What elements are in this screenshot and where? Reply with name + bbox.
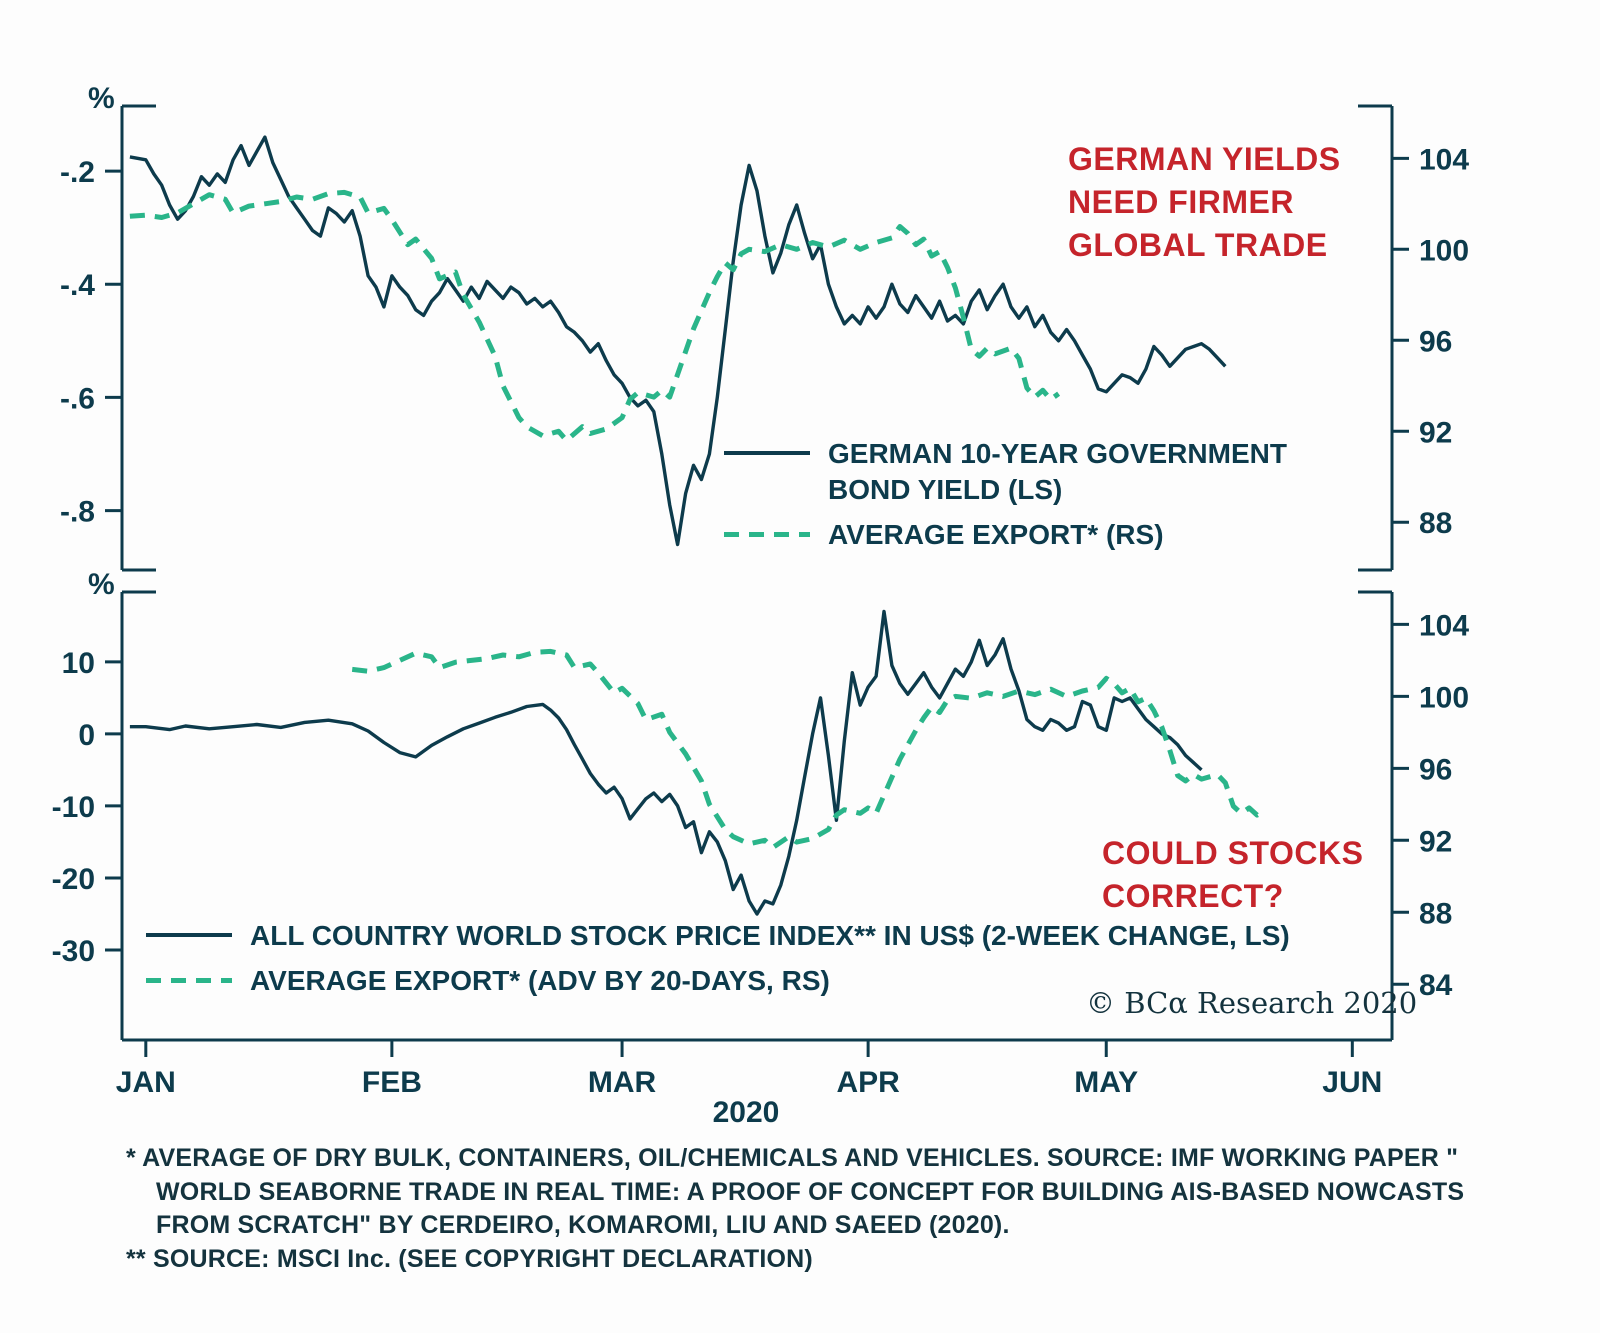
dashed-line-swatch [724, 531, 810, 537]
left-axis-tick-label: -30 [52, 935, 95, 968]
legend-item-stock-index: ALL COUNTRY WORLD STOCK PRICE INDEX** IN… [146, 918, 1290, 954]
bottom-panel-legend: ALL COUNTRY WORLD STOCK PRICE INDEX** IN… [146, 918, 1290, 999]
footnotes: * AVERAGE OF DRY BULK, CONTAINERS, OIL/C… [126, 1142, 1546, 1276]
left-axis-tick-label: -.6 [60, 382, 95, 415]
right-axis-tick-label: 96 [1419, 753, 1452, 786]
top-panel-unit-label: % [88, 82, 115, 115]
right-axis-tick-label: 84 [1419, 969, 1453, 1002]
left-axis-tick-label: -.4 [60, 269, 95, 302]
right-axis-tick-label: 100 [1419, 681, 1469, 714]
copyright-notice: © BCα Research 2020 [1086, 986, 1418, 1020]
left-axis-tick-label: 10 [62, 647, 95, 680]
right-axis-tick-label: 104 [1419, 609, 1469, 642]
legend-label: AVERAGE EXPORT* (ADV BY 20-DAYS, RS) [250, 964, 830, 996]
footnote-line-3: FROM SCRATCH" BY CERDEIRO, KOMAROMI, LIU… [156, 1211, 1010, 1239]
x-axis-month-label: JAN [116, 1066, 176, 1099]
left-axis-tick-label: -.8 [60, 496, 95, 529]
right-axis-tick-label: 88 [1419, 507, 1452, 540]
annotation-could-stocks-correct: COULD STOCKS CORRECT? [1102, 835, 1364, 915]
left-axis-tick-label: -20 [52, 863, 95, 896]
legend-item-average-export: AVERAGE EXPORT* (RS) [724, 517, 1348, 553]
series-average-export-advanced-20-days [351, 648, 1267, 850]
left-axis-tick-label: 0 [78, 719, 95, 752]
legend-label: GERMAN 10-YEAR GOVERNMENT BOND YIELD (LS… [828, 438, 1287, 505]
footnote-line-2: WORLD SEABORNE TRADE IN REAL TIME: A PRO… [156, 1177, 1465, 1206]
legend-item-average-export-adv: AVERAGE EXPORT* (ADV BY 20-DAYS, RS) [146, 963, 1290, 999]
series-all-country-world-stock-price-index-2-week-change [129, 609, 1203, 916]
x-axis-month-label: APR [836, 1066, 900, 1099]
series-average-export [129, 189, 1061, 443]
solid-line-swatch [724, 451, 810, 455]
x-axis-month-label: JUN [1322, 1066, 1382, 1099]
legend-label: ALL COUNTRY WORLD STOCK PRICE INDEX** IN… [250, 920, 1290, 951]
left-axis-tick-label: -10 [52, 791, 95, 824]
footnote-line-1: * AVERAGE OF DRY BULK, CONTAINERS, OIL/C… [126, 1144, 1459, 1172]
right-axis-tick-label: 96 [1419, 325, 1452, 358]
dashed-line-swatch [146, 977, 232, 983]
x-axis-month-label: MAR [588, 1066, 657, 1099]
right-axis-tick-label: 88 [1419, 897, 1452, 930]
right-axis-tick-label: 92 [1419, 416, 1452, 449]
top-panel-legend: GERMAN 10-YEAR GOVERNMENT BOND YIELD (LS… [724, 436, 1348, 552]
right-axis-tick-label: 104 [1419, 143, 1469, 176]
legend-item-bond-yield: GERMAN 10-YEAR GOVERNMENT BOND YIELD (LS… [724, 436, 1348, 508]
x-axis-year-label: 2020 [712, 1096, 780, 1129]
legend-label: AVERAGE EXPORT* (RS) [828, 518, 1164, 550]
right-axis-tick-label: 92 [1419, 825, 1452, 858]
solid-line-swatch [146, 933, 232, 937]
x-axis-month-label: FEB [362, 1066, 422, 1099]
footnote-line-4: ** SOURCE: MSCI Inc. (SEE COPYRIGHT DECL… [126, 1244, 813, 1273]
right-axis-tick-label: 100 [1419, 234, 1469, 267]
x-axis-month-label: MAY [1074, 1066, 1138, 1099]
series-german-10-year-government-bond-yield [129, 135, 1227, 547]
bottom-panel-unit-label: % [88, 568, 115, 601]
annotation-german-yields: GERMAN YIELDS NEED FIRMER GLOBAL TRADE [1068, 141, 1341, 264]
left-axis-tick-label: -.2 [60, 156, 95, 189]
